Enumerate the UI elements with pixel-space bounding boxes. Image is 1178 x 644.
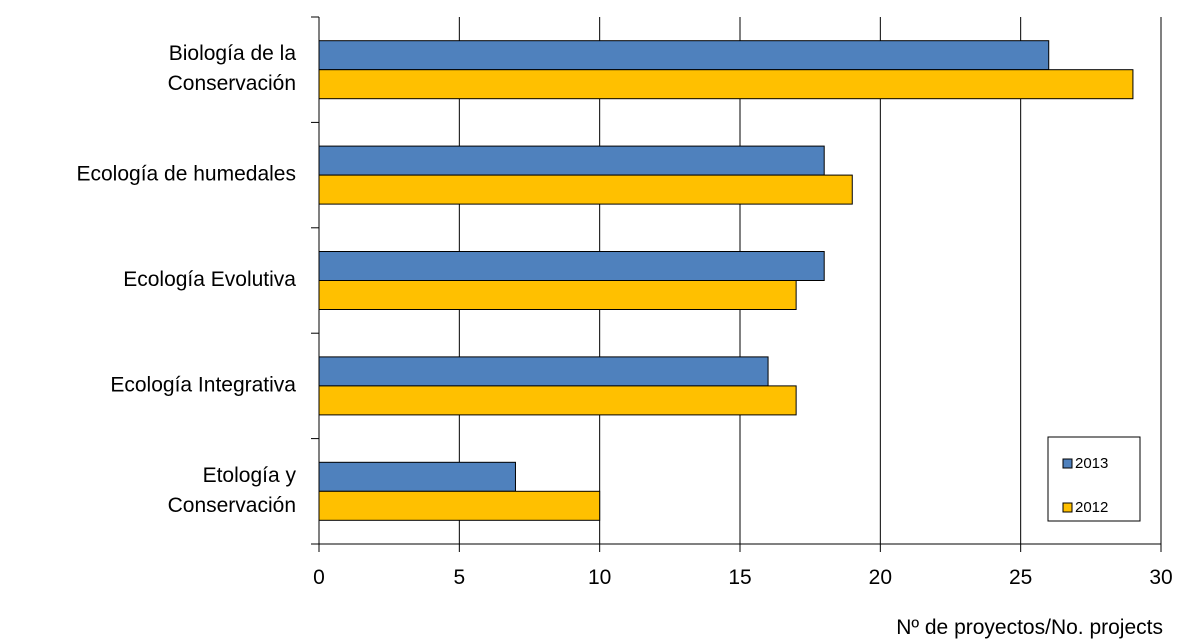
category-label: Ecología Evolutiva [123, 268, 296, 291]
category-labels: Biología de la Conservación Ecología de hu… [77, 42, 297, 517]
bar-2013-1 [318, 145, 825, 176]
bar-2012-4 [318, 490, 601, 521]
bar-2012-1 [318, 174, 853, 205]
bar-2013-4 [318, 461, 516, 492]
legend-swatch-2013 [1062, 458, 1073, 469]
x-axis-label: Nº de proyectos/No. projects [896, 616, 1163, 639]
x-tick-label: 10 [588, 566, 611, 589]
bar-2013-0 [318, 40, 1050, 71]
category-label: Ecología Integrativa [110, 373, 296, 396]
x-tick-label: 5 [453, 566, 465, 589]
category-label: Biología de la [169, 42, 297, 65]
x-tick-label: 30 [1149, 566, 1172, 589]
bar-2012-3 [318, 385, 797, 416]
category-label: Etología y [203, 464, 297, 487]
x-tick-label: 0 [313, 566, 325, 589]
bar-2012-2 [318, 280, 797, 310]
bar-2012-0 [318, 69, 1134, 100]
category-label: Conservación [168, 72, 296, 95]
x-tick-label: 15 [728, 566, 751, 589]
bar-2013-2 [318, 251, 825, 281]
legend-swatch-2012 [1062, 502, 1073, 513]
category-label: Conservación [168, 494, 296, 517]
category-label: Ecología de humedales [77, 163, 297, 186]
x-tick-labels: 0 5 10 15 20 25 30 [313, 566, 1173, 589]
x-tick-label: 25 [1009, 566, 1032, 589]
legend: 2013 2012 [1047, 436, 1141, 522]
bar-2013-3 [318, 356, 769, 387]
bars [318, 40, 1134, 521]
legend-label: 2013 [1075, 455, 1108, 472]
x-tick-label: 20 [869, 566, 892, 589]
legend-label: 2012 [1075, 499, 1108, 516]
axes [311, 16, 1162, 552]
